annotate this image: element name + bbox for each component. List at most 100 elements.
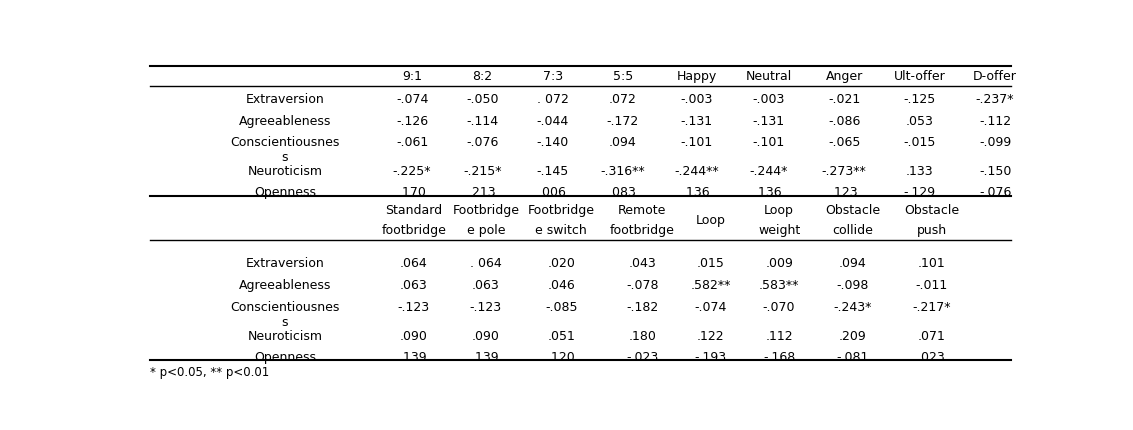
Text: -.003: -.003	[752, 93, 785, 106]
Text: .083: .083	[608, 186, 637, 199]
Text: .090: .090	[400, 330, 428, 343]
Text: -.316**: -.316**	[600, 165, 645, 178]
Text: -.011: -.011	[915, 279, 948, 292]
Text: -.123: -.123	[470, 301, 502, 314]
Text: Conscientiousnes: Conscientiousnes	[230, 136, 340, 149]
Text: .023: .023	[918, 351, 946, 364]
Text: -.273**: -.273**	[821, 165, 867, 178]
Text: -.086: -.086	[828, 115, 860, 128]
Text: .090: .090	[471, 330, 500, 343]
Text: Agreeableness: Agreeableness	[239, 115, 331, 128]
Text: -.225*: -.225*	[393, 165, 432, 178]
Text: -.098: -.098	[836, 279, 869, 292]
Text: Neuroticism: Neuroticism	[247, 165, 322, 178]
Text: Standard: Standard	[385, 204, 442, 217]
Text: .139: .139	[400, 351, 427, 364]
Text: -.125: -.125	[903, 93, 936, 106]
Text: .122: .122	[697, 330, 724, 343]
Text: Remote: Remote	[617, 204, 666, 217]
Text: .043: .043	[629, 257, 656, 270]
Text: s: s	[281, 316, 288, 329]
Text: -.078: -.078	[625, 279, 658, 292]
Text: -.168: -.168	[763, 351, 795, 364]
Text: Footbridge: Footbridge	[452, 204, 519, 217]
Text: -.065: -.065	[828, 136, 860, 149]
Text: .064: .064	[400, 257, 427, 270]
Text: . 072: . 072	[537, 93, 569, 106]
Text: Neutral: Neutral	[746, 70, 792, 83]
Text: Conscientiousnes: Conscientiousnes	[230, 301, 340, 314]
Text: Agreeableness: Agreeableness	[239, 279, 331, 292]
Text: -.145: -.145	[536, 165, 569, 178]
Text: .072: .072	[608, 93, 637, 106]
Text: .063: .063	[400, 279, 427, 292]
Text: -.044: -.044	[536, 115, 569, 128]
Text: -.050: -.050	[466, 93, 499, 106]
Text: -.126: -.126	[397, 115, 428, 128]
Text: .180: .180	[628, 330, 656, 343]
Text: .009: .009	[765, 257, 793, 270]
Text: footbridge: footbridge	[382, 224, 446, 237]
Text: 8:2: 8:2	[472, 70, 493, 83]
Text: -.070: -.070	[763, 301, 795, 314]
Text: -.131: -.131	[752, 115, 785, 128]
Text: D-offer: D-offer	[973, 70, 1017, 83]
Text: .139: .139	[472, 351, 500, 364]
Text: * p<0.05, ** p<0.01: * p<0.05, ** p<0.01	[151, 366, 270, 379]
Text: .112: .112	[765, 330, 793, 343]
Text: .063: .063	[472, 279, 500, 292]
Text: -.074: -.074	[395, 93, 428, 106]
Text: .053: .053	[905, 115, 934, 128]
Text: .213: .213	[469, 186, 496, 199]
Text: Anger: Anger	[826, 70, 862, 83]
Text: -.140: -.140	[536, 136, 569, 149]
Text: Loop: Loop	[764, 204, 794, 217]
Text: -.217*: -.217*	[913, 301, 951, 314]
Text: .006: .006	[538, 186, 566, 199]
Text: -.131: -.131	[681, 115, 713, 128]
Text: .136: .136	[755, 186, 783, 199]
Text: push: push	[917, 224, 947, 237]
Text: -.123: -.123	[398, 301, 429, 314]
Text: Happy: Happy	[676, 70, 717, 83]
Text: -.182: -.182	[627, 301, 658, 314]
Text: .170: .170	[398, 186, 426, 199]
Text: -.021: -.021	[828, 93, 860, 106]
Text: Obstacle: Obstacle	[904, 204, 960, 217]
Text: -.081: -.081	[836, 351, 869, 364]
Text: .123: .123	[830, 186, 858, 199]
Text: . 064: . 064	[470, 257, 502, 270]
Text: .051: .051	[547, 330, 576, 343]
Text: .101: .101	[918, 257, 946, 270]
Text: 5:5: 5:5	[613, 70, 633, 83]
Text: Neuroticism: Neuroticism	[247, 330, 322, 343]
Text: footbridge: footbridge	[610, 224, 674, 237]
Text: e pole: e pole	[467, 224, 505, 237]
Text: .209: .209	[840, 330, 867, 343]
Text: -.101: -.101	[681, 136, 713, 149]
Text: -.061: -.061	[395, 136, 428, 149]
Text: -.112: -.112	[979, 115, 1011, 128]
Text: -.074: -.074	[695, 301, 726, 314]
Text: -.085: -.085	[545, 301, 578, 314]
Text: Obstacle: Obstacle	[825, 204, 880, 217]
Text: Loop: Loop	[696, 214, 725, 227]
Text: .020: .020	[547, 257, 576, 270]
Text: -.237*: -.237*	[976, 93, 1014, 106]
Text: -.101: -.101	[752, 136, 785, 149]
Text: .071: .071	[918, 330, 946, 343]
Text: .583**: .583**	[759, 279, 799, 292]
Text: .136: .136	[683, 186, 710, 199]
Text: Openness: Openness	[254, 186, 316, 199]
Text: -.076: -.076	[979, 186, 1012, 199]
Text: Openness: Openness	[254, 351, 316, 364]
Text: Footbridge: Footbridge	[528, 204, 595, 217]
Text: collide: collide	[833, 224, 874, 237]
Text: -.243*: -.243*	[834, 301, 872, 314]
Text: Extraversion: Extraversion	[246, 257, 324, 270]
Text: -.129: -.129	[903, 186, 936, 199]
Text: e switch: e switch	[536, 224, 587, 237]
Text: .094: .094	[840, 257, 867, 270]
Text: Extraversion: Extraversion	[246, 93, 324, 106]
Text: -.099: -.099	[979, 136, 1012, 149]
